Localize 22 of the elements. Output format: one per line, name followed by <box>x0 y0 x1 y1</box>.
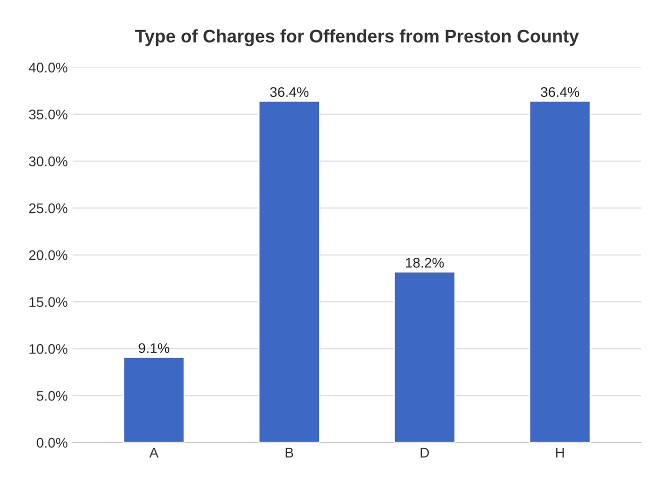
data-label: 36.4% <box>540 87 580 97</box>
bar <box>393 271 456 443</box>
y-tick-label: 15.0% <box>30 297 68 307</box>
bar <box>122 356 186 443</box>
data-label: 18.2% <box>406 258 444 268</box>
x-tick-label: A <box>149 448 159 458</box>
y-tick-label: 30.0% <box>29 156 68 166</box>
bar <box>528 100 592 443</box>
x-tick-label: H <box>556 448 564 458</box>
bar <box>258 100 320 443</box>
y-tick-label: 25.0% <box>29 203 68 214</box>
data-label: 9.1% <box>138 343 170 354</box>
y-tick-label: 10.0% <box>30 344 68 354</box>
y-tick-label: 0.0% <box>36 438 68 448</box>
x-tick-label: B <box>286 448 294 458</box>
x-tick-label: D <box>420 448 429 458</box>
y-tick-label: 40.0% <box>28 62 68 73</box>
y-tick-label: 20.0% <box>29 250 68 260</box>
y-tick-label: 5.0% <box>36 390 68 401</box>
chart-title: Type of Charges for Offenders from Preston County <box>135 29 579 46</box>
y-tick-label: 35.0% <box>29 110 68 120</box>
data-label: 36.4% <box>270 87 308 97</box>
